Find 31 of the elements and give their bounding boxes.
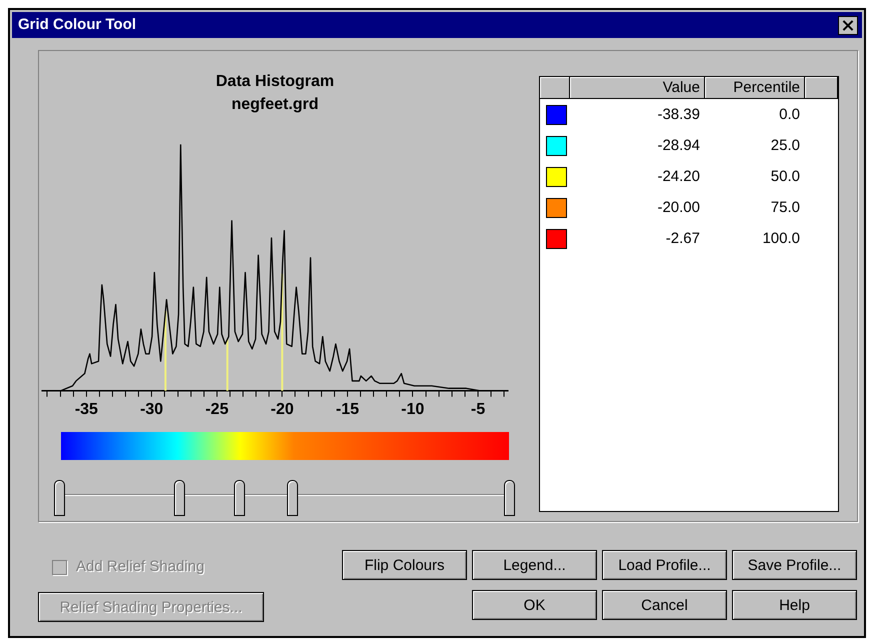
text: 50.0	[770, 168, 800, 185]
x-tick-label: -30	[140, 400, 164, 418]
text: Relief Shading Properties...	[38, 592, 264, 622]
chart-title: Data Histogram	[216, 73, 334, 90]
text: Load Profile...	[602, 550, 727, 580]
x-tick-label: -10	[401, 400, 424, 418]
x-tick-label: -15	[336, 400, 360, 418]
x-tick-label: -5	[470, 400, 486, 418]
text: 0.0	[778, 106, 800, 123]
text: 100.0	[761, 230, 800, 247]
text: -28.94	[656, 137, 700, 154]
text: OK	[472, 590, 597, 620]
text: -2.67	[664, 230, 700, 247]
text: 75.0	[770, 199, 800, 216]
text: -20.00	[656, 199, 700, 216]
text: Legend...	[472, 550, 597, 580]
x-tick-label: -35	[74, 400, 98, 418]
x-tick-label: -20	[270, 400, 294, 418]
text: -38.39	[656, 106, 700, 123]
text: Cancel	[602, 590, 727, 620]
x-tick-label: -25	[205, 400, 229, 418]
text: 25.0	[770, 137, 800, 154]
text: Help	[732, 590, 857, 620]
text: -24.20	[656, 168, 700, 185]
text: Grid Colour Tool	[18, 16, 136, 33]
chart-subtitle: negfeet.grd	[231, 96, 319, 114]
text: Flip Colours	[342, 550, 467, 580]
text: Save Profile...	[732, 550, 857, 580]
text: Value	[570, 77, 705, 99]
text: Percentile	[705, 77, 805, 99]
text: Add Relief Shading	[76, 558, 204, 575]
